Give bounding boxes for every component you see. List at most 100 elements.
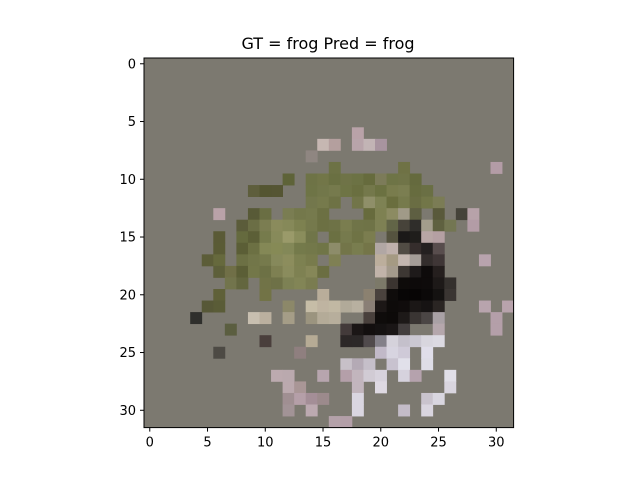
image-pixel [398,300,411,313]
image-pixel [398,404,411,417]
image-pixel [351,196,364,209]
image-pixel [375,173,387,186]
image-pixel [271,254,283,267]
image-pixel [432,312,445,325]
image-pixel [259,312,272,325]
image-pixel [375,312,387,325]
y-tick-label: 20 [119,288,136,303]
image-pixel [247,185,260,197]
image-pixel [421,219,434,232]
image-pixel [305,196,318,209]
image-pixel [398,312,411,325]
image-pixel [213,346,226,359]
image-pixel [294,254,307,267]
chart-title: GT = frog Pred = frog [241,34,414,53]
image-pixel [351,173,364,186]
image-pixel [490,323,503,336]
image-pixel [386,277,399,290]
image-pixel [282,231,295,244]
image-pixel [282,173,295,186]
image-pixel [317,219,330,232]
image-pixel [432,231,445,244]
image-pixel [328,185,341,197]
image-pixel [340,335,353,348]
image-pixel [398,346,411,359]
image-pixel [340,323,353,336]
image-pixel [432,392,445,405]
image-pixel [386,289,399,301]
image-pixel [421,346,434,359]
x-tick-label: 25 [430,436,447,451]
image-pixel [305,335,318,348]
x-tick-label: 10 [257,436,274,451]
image-pixel [409,265,422,278]
image-pixel [444,219,457,232]
image-pixel [328,242,341,255]
image-pixel [213,242,226,255]
image-pixel [340,219,353,232]
image-pixel [259,242,272,255]
image-pixel [386,300,399,313]
image-pixel [432,300,445,313]
image-pixel [317,196,330,209]
image-pixel [386,196,399,209]
image-pixel [340,185,353,197]
y-tick-label: 30 [119,404,136,419]
image-pixel [398,196,411,209]
image-pixel [398,242,411,255]
image-pixel [328,219,341,232]
image-pixel [247,312,260,325]
image-pixel [305,231,318,244]
image-pixel [363,335,376,348]
image-pixel [421,254,434,267]
image-pixel [294,265,307,278]
image-pixel [317,173,330,186]
image-pixel [282,277,295,290]
image-pixel [259,277,272,290]
image-pixel [490,312,503,325]
image-pixel [328,254,341,267]
image-plot [143,57,515,429]
image-pixel [351,358,364,371]
image-pixel [282,242,295,255]
image-pixel [478,254,491,267]
x-tick-label: 15 [315,436,332,451]
image-pixel [247,254,260,267]
image-pixel [317,242,330,255]
image-pixel [247,242,260,255]
image-pixel [375,219,387,232]
image-pixel [478,300,491,313]
image-pixel [305,392,318,405]
image-pixel [363,323,376,336]
image-pixel [305,277,318,290]
image-pixel [409,208,422,221]
image-pixel [224,277,237,290]
image-pixel [213,254,226,267]
image-pixel [444,369,457,382]
y-tick-label: 15 [119,231,136,246]
image-pixel [421,196,434,209]
image-pixel [375,346,387,359]
image-pixel [259,208,272,221]
image-pixel [259,231,272,244]
image-pixel [305,300,318,313]
image-pixel [271,231,283,244]
image-pixel [432,208,445,221]
image-pixel [236,219,249,232]
image-pixel [294,392,307,405]
image-pixel [467,208,480,221]
x-tick-label: 30 [488,436,505,451]
image-pixel [409,219,422,232]
image-pixel [305,265,318,278]
image-pixel [282,265,295,278]
image-pixel [421,185,434,197]
image-pixel [247,208,260,221]
image-pixel [294,219,307,232]
image-pixel [375,323,387,336]
image-pixel [224,265,237,278]
image-pixel [340,173,353,186]
x-tick-label: 5 [203,436,211,451]
image-pixel [432,254,445,267]
image-pixel [386,265,399,278]
